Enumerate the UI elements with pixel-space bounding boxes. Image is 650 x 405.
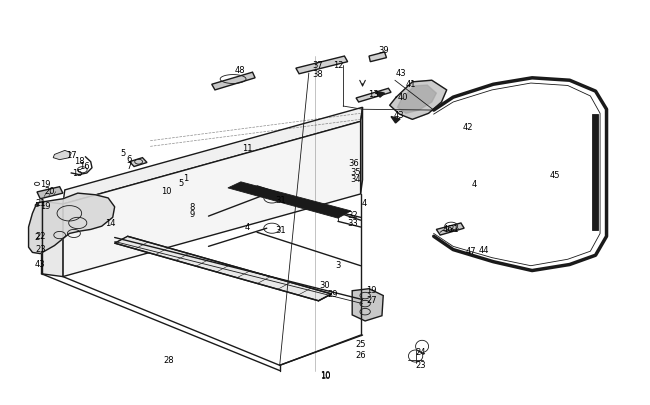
Text: 43: 43 (396, 68, 407, 77)
Text: 17: 17 (66, 151, 77, 160)
Text: 47: 47 (465, 246, 476, 255)
Polygon shape (29, 194, 114, 254)
Text: 10: 10 (320, 371, 330, 380)
Text: 4: 4 (471, 180, 476, 189)
Polygon shape (376, 92, 385, 98)
Text: 16: 16 (79, 162, 90, 171)
Text: 48: 48 (234, 66, 245, 75)
Text: 32: 32 (347, 210, 358, 219)
Text: 15: 15 (73, 169, 83, 178)
Text: 8: 8 (190, 202, 195, 211)
Text: 26: 26 (356, 350, 366, 359)
Text: 9: 9 (190, 209, 195, 218)
Text: 25: 25 (356, 340, 366, 349)
Text: 20: 20 (45, 187, 55, 196)
Text: 4: 4 (244, 222, 250, 231)
Polygon shape (63, 108, 363, 205)
Text: 19: 19 (367, 286, 377, 295)
Polygon shape (212, 73, 255, 91)
Text: 3: 3 (335, 260, 341, 269)
Polygon shape (361, 108, 363, 194)
Text: 24: 24 (415, 347, 426, 356)
Polygon shape (391, 117, 400, 124)
Text: 42: 42 (462, 122, 473, 131)
Text: 13: 13 (369, 90, 379, 98)
Text: 19: 19 (40, 201, 51, 210)
Text: 37: 37 (312, 61, 322, 70)
Text: 38: 38 (312, 70, 322, 79)
Text: 10: 10 (320, 370, 330, 379)
Text: 40: 40 (397, 93, 408, 102)
Polygon shape (390, 81, 447, 120)
Polygon shape (37, 187, 63, 199)
Text: 27: 27 (367, 295, 377, 304)
Polygon shape (114, 237, 332, 301)
Text: 18: 18 (73, 157, 84, 166)
Text: 31: 31 (276, 196, 286, 205)
Text: 33: 33 (347, 218, 358, 227)
Text: 19: 19 (40, 180, 51, 189)
Text: 4: 4 (361, 198, 367, 207)
Text: 1: 1 (183, 174, 188, 183)
Text: 7: 7 (126, 162, 131, 171)
Text: 10: 10 (161, 187, 172, 196)
Text: 43: 43 (35, 259, 46, 268)
Text: 23: 23 (35, 244, 46, 253)
Text: 21: 21 (35, 199, 46, 208)
Polygon shape (398, 86, 436, 114)
Polygon shape (592, 115, 598, 231)
Polygon shape (352, 289, 383, 321)
Text: 44: 44 (478, 245, 489, 254)
Text: 29: 29 (328, 290, 338, 299)
Text: 11: 11 (242, 144, 253, 153)
Polygon shape (356, 89, 391, 103)
Text: 2: 2 (34, 232, 40, 241)
Text: 23: 23 (415, 360, 426, 369)
Text: 34: 34 (351, 175, 361, 183)
Text: 5: 5 (120, 149, 125, 158)
Text: 45: 45 (549, 171, 560, 180)
Text: 6: 6 (126, 155, 131, 164)
Text: 35: 35 (351, 168, 361, 177)
Text: 14: 14 (105, 219, 115, 228)
Text: 12: 12 (333, 61, 343, 70)
Text: 28: 28 (163, 355, 174, 364)
Text: 31: 31 (276, 225, 286, 234)
Polygon shape (129, 158, 147, 167)
Text: 36: 36 (349, 159, 359, 168)
Text: 22: 22 (35, 231, 46, 240)
Text: 30: 30 (320, 281, 330, 290)
Polygon shape (53, 151, 72, 160)
Polygon shape (63, 122, 361, 277)
Text: 5: 5 (179, 179, 184, 188)
Polygon shape (42, 202, 63, 277)
Text: 41: 41 (405, 79, 416, 88)
Text: 46: 46 (443, 224, 453, 233)
Text: 31: 31 (448, 224, 458, 233)
Text: 39: 39 (378, 46, 389, 55)
Polygon shape (228, 182, 351, 219)
Polygon shape (369, 53, 387, 62)
Text: 43: 43 (394, 110, 405, 119)
Polygon shape (436, 224, 464, 235)
Polygon shape (296, 57, 348, 75)
